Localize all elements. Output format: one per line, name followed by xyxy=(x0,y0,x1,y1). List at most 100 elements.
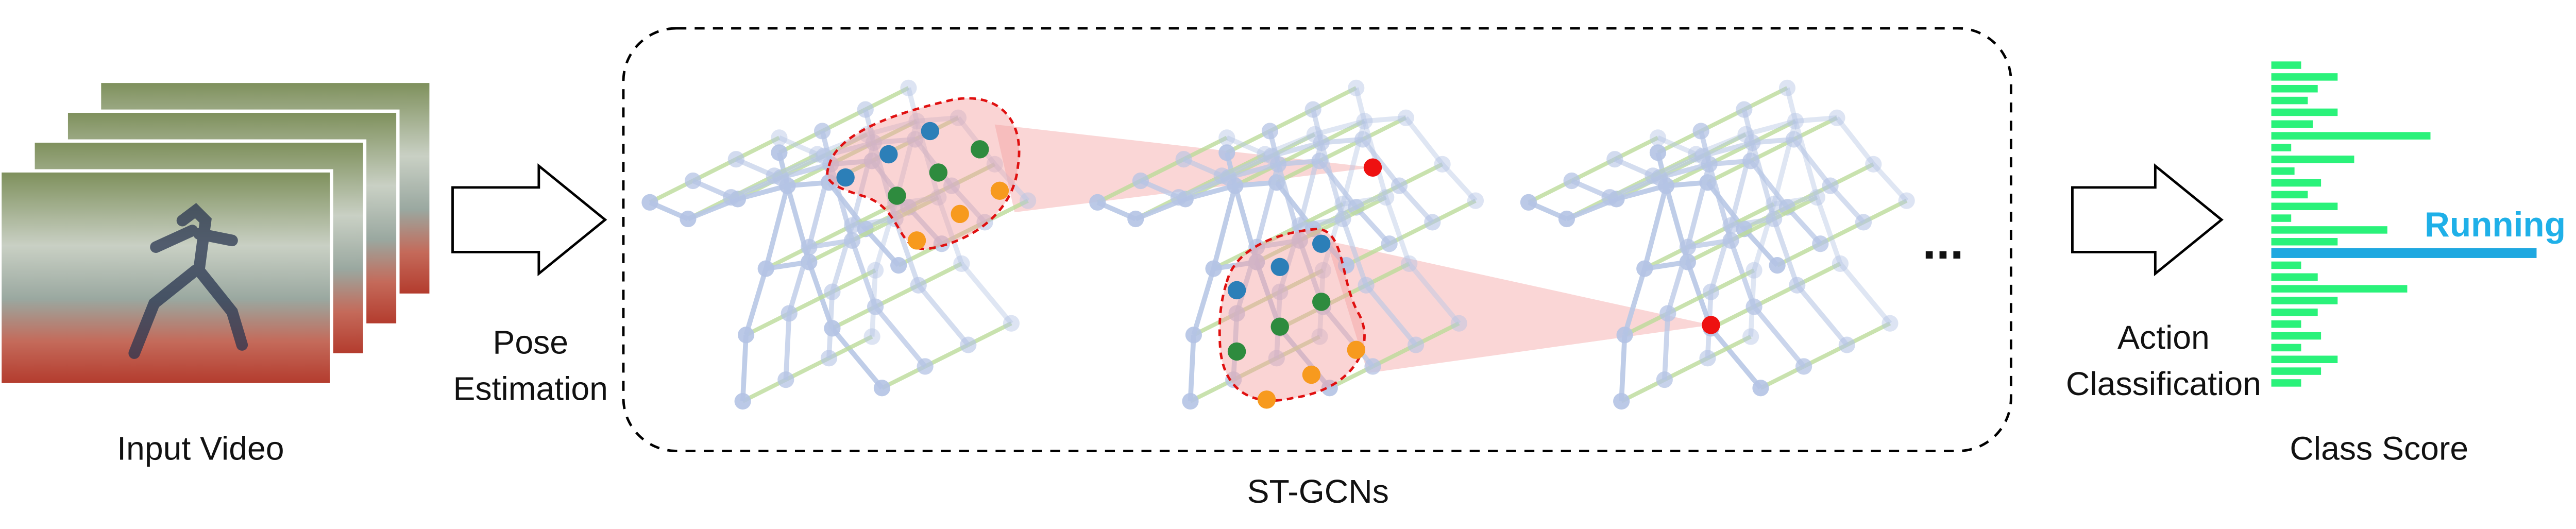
arrow xyxy=(451,163,607,277)
neighborhoods xyxy=(826,97,1366,402)
joint xyxy=(781,305,798,322)
joint xyxy=(1424,214,1441,231)
joint xyxy=(1722,217,1739,234)
joint xyxy=(1694,147,1711,164)
joint xyxy=(1808,189,1825,206)
joint xyxy=(1356,113,1373,130)
joint xyxy=(1378,189,1395,206)
spatial-edge xyxy=(850,142,876,227)
spatial-edge xyxy=(1728,240,1757,308)
spatial-edge xyxy=(1342,195,1386,207)
spatial-edge xyxy=(936,196,964,265)
score-bar xyxy=(2271,355,2338,363)
spatial-edge xyxy=(1642,185,1669,269)
score-bar xyxy=(2271,108,2338,116)
joint xyxy=(1334,210,1351,228)
joint xyxy=(1778,79,1796,96)
spatial-edge xyxy=(778,135,819,157)
spatial-edge xyxy=(1752,305,1806,368)
joint xyxy=(917,358,934,375)
spatial-edge xyxy=(1221,153,1273,178)
joint xyxy=(757,260,774,277)
spatial-edge xyxy=(1658,162,1710,180)
joint xyxy=(1261,123,1279,140)
highlight-joint xyxy=(1312,234,1331,253)
joint xyxy=(867,262,884,279)
spatial-edge xyxy=(1685,163,1712,248)
score-bar xyxy=(2271,379,2301,387)
score-bar xyxy=(2271,273,2318,281)
joint xyxy=(953,255,970,272)
spatial-edge xyxy=(1792,138,1833,187)
spatial-edge xyxy=(737,183,788,202)
predicted-class: Running xyxy=(2425,206,2566,244)
joint xyxy=(1828,109,1845,126)
score-bar xyxy=(2271,156,2354,163)
spatial-edge xyxy=(1785,87,1798,122)
joint xyxy=(1132,172,1149,190)
joint xyxy=(1898,192,1915,209)
spatial-edge xyxy=(1184,183,1236,202)
joint xyxy=(1003,315,1020,332)
joint xyxy=(737,327,755,344)
score-bar xyxy=(2271,332,2321,340)
spatial-edge xyxy=(1709,327,1763,390)
spatial-edge xyxy=(873,305,927,368)
joint xyxy=(680,210,697,228)
spatial-edge xyxy=(1795,115,1837,124)
joint xyxy=(1268,350,1285,367)
joint xyxy=(1822,177,1839,194)
joint xyxy=(986,156,1003,173)
highlight-joint xyxy=(879,145,898,164)
joint xyxy=(1742,328,1759,345)
joint xyxy=(1736,101,1753,118)
highlight-joint xyxy=(921,122,939,141)
joint xyxy=(766,167,783,184)
joint xyxy=(1882,315,1899,332)
spatial-edge xyxy=(993,162,1030,202)
spatial-edge xyxy=(743,268,769,336)
spatial-edge xyxy=(959,262,1013,325)
spatial-edge xyxy=(1188,335,1196,402)
highlight-joint xyxy=(888,186,906,205)
joint xyxy=(1789,277,1806,294)
output-label: Class Score xyxy=(2290,430,2468,467)
highlight-joint xyxy=(1227,281,1246,300)
stgcn-label: ST-GCNs xyxy=(1247,473,1389,510)
joint xyxy=(1205,260,1222,277)
joint xyxy=(1636,260,1653,277)
joint xyxy=(816,147,833,164)
spatial-edge xyxy=(1319,142,1346,220)
joint xyxy=(1785,131,1802,148)
spatial-edge xyxy=(1662,313,1671,380)
joint xyxy=(1213,167,1230,184)
joint xyxy=(1558,210,1575,228)
joint xyxy=(771,129,788,146)
joint xyxy=(863,328,880,345)
joint xyxy=(771,144,788,161)
spatial-edge xyxy=(869,270,878,337)
spatial-edge xyxy=(1321,305,1375,368)
joint xyxy=(1769,257,1786,274)
spatial-edge xyxy=(806,261,835,329)
score-bar xyxy=(2271,226,2387,234)
joint xyxy=(1795,358,1812,375)
joint xyxy=(930,189,947,206)
joint xyxy=(1645,167,1662,184)
score-bar xyxy=(2271,261,2301,269)
joint xyxy=(865,134,882,151)
spatial-edge xyxy=(1665,246,1690,314)
score-bar xyxy=(2271,167,2295,175)
joint xyxy=(933,235,950,252)
joint xyxy=(1766,210,1783,228)
class-score-bars xyxy=(2271,61,2537,387)
spatial-edge xyxy=(1254,261,1282,329)
joint xyxy=(1434,156,1451,173)
joint xyxy=(1334,195,1351,213)
joint xyxy=(1865,156,1882,173)
joint xyxy=(976,214,993,231)
ellipsis: ... xyxy=(1922,214,1963,269)
spatial-edge xyxy=(780,162,832,180)
joint xyxy=(1397,109,1414,126)
joint xyxy=(1218,129,1235,146)
